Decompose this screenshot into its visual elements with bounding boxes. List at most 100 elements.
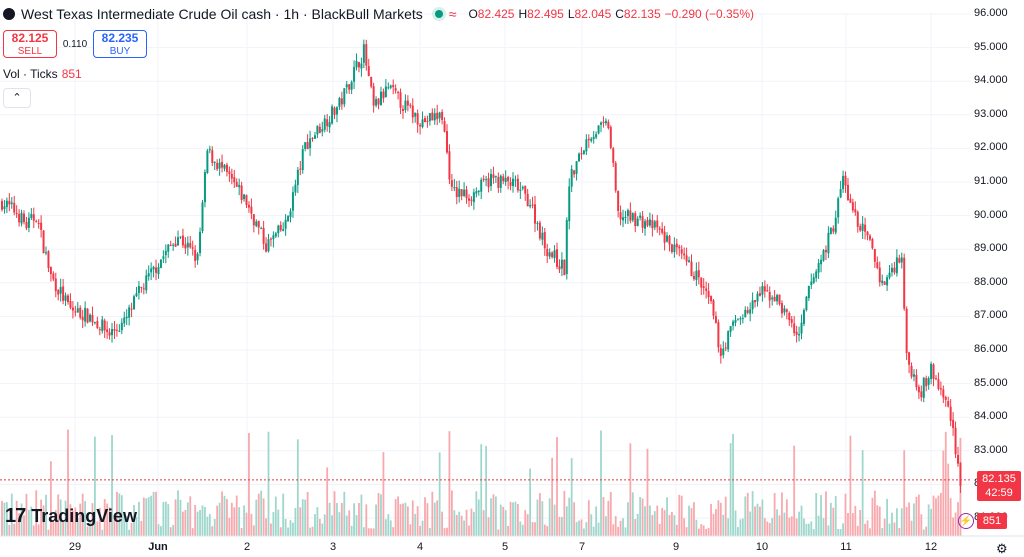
volume-bar [817, 515, 820, 536]
volume-bar [541, 501, 544, 536]
volume-bar [531, 522, 534, 536]
volume-bar [32, 525, 35, 536]
volume-bar [768, 522, 771, 536]
gear-icon[interactable]: ⚙ [996, 541, 1008, 556]
candle-body [269, 238, 272, 240]
volume-bar [382, 452, 385, 536]
volume-bar [719, 502, 722, 536]
volume-bar [74, 507, 77, 536]
volume-bar [72, 510, 74, 536]
candle-body [441, 111, 444, 120]
volume-bar [524, 510, 527, 536]
candle-body [375, 99, 378, 106]
volume-bar [925, 526, 928, 536]
volume-bar [895, 508, 898, 536]
volume-bar [499, 504, 502, 536]
volume-bar [243, 505, 245, 536]
volume-bar [238, 507, 241, 536]
candle-body [3, 206, 6, 210]
symbol-title[interactable]: West Texas Intermediate Crude Oil cash ·… [21, 6, 423, 22]
volume-bar [287, 527, 289, 536]
sell-button[interactable]: 82.125 SELL [3, 30, 57, 58]
candle-body [837, 198, 840, 218]
candle-body [450, 180, 453, 187]
candle-body [357, 62, 360, 68]
candle-body [101, 319, 104, 331]
volume-bar [697, 528, 700, 536]
time-tick-label: 29 [68, 541, 82, 553]
bolt-icon[interactable]: ⚡ [958, 513, 974, 529]
volume-bar [494, 496, 497, 536]
candle-body [761, 286, 764, 295]
volume-bar [693, 502, 695, 536]
volume-bar [705, 528, 708, 536]
candle-body [758, 293, 761, 296]
candle-body [294, 184, 297, 193]
volume-bar [446, 527, 448, 536]
candle-body [470, 199, 473, 201]
candle-body [560, 259, 563, 269]
candle-body [490, 173, 492, 186]
last-price-tag: 82.135 42:59 [977, 471, 1021, 501]
candle-body [937, 379, 940, 389]
volume-bar [546, 526, 549, 536]
candle-body [631, 213, 634, 221]
candle-body [213, 162, 216, 164]
volume-legend[interactable]: Vol · Ticks 851 [3, 67, 82, 81]
candle-body [333, 107, 336, 115]
volume-bar [475, 491, 478, 536]
volume-bar [282, 493, 285, 536]
candle-body [702, 286, 705, 288]
volume-bar [839, 529, 842, 536]
buy-button[interactable]: 82.235 BUY [93, 30, 147, 58]
volume-bar [516, 504, 519, 536]
tradingview-logo[interactable]: 17 TradingView [5, 505, 137, 528]
candle-body [399, 92, 402, 108]
candle-body [370, 76, 373, 87]
volume-bar [389, 520, 392, 536]
volume-bar [553, 504, 556, 536]
volume-bar [834, 496, 837, 536]
candle-body [856, 211, 859, 227]
candle-body [573, 170, 576, 175]
volume-bar [783, 512, 786, 536]
ohlc-value: −0.290 (−0.35%) [664, 7, 755, 21]
candle-body [184, 244, 187, 249]
volume-bar [800, 505, 803, 536]
candle-body [135, 293, 138, 296]
volume-bar [52, 521, 55, 536]
candle-body [636, 218, 639, 227]
candle-body [692, 275, 695, 280]
volume-bar [507, 525, 510, 536]
candle-body [140, 287, 143, 289]
volume-bar [208, 514, 211, 536]
candle-body [157, 267, 160, 275]
volume-bar [30, 506, 33, 536]
volume-bar [947, 463, 950, 536]
volume-bar [76, 517, 79, 536]
volume-bar [216, 505, 219, 536]
chevron-up-icon[interactable]: ⌃ [3, 88, 31, 108]
time-tick-label: Jun [148, 541, 168, 553]
volume-bar [392, 527, 395, 536]
candle-body [538, 222, 541, 239]
volume-bar [658, 523, 661, 536]
candle-body [600, 122, 603, 125]
volume-bar [864, 523, 866, 536]
volume-bar [301, 499, 304, 536]
candle-body [1, 201, 3, 210]
volume-bar [521, 524, 524, 536]
volume-bar [932, 495, 935, 536]
volume-bar [470, 508, 473, 536]
volume-bar [685, 527, 688, 536]
volume-bar [79, 503, 82, 536]
candle-body [260, 228, 263, 230]
candle-body [233, 177, 236, 183]
candle-body [225, 164, 228, 172]
candle-body [436, 112, 439, 120]
volume-bar [700, 524, 703, 536]
volume-bar [125, 516, 128, 536]
candle-body [196, 253, 199, 261]
volume-bar [331, 515, 333, 536]
